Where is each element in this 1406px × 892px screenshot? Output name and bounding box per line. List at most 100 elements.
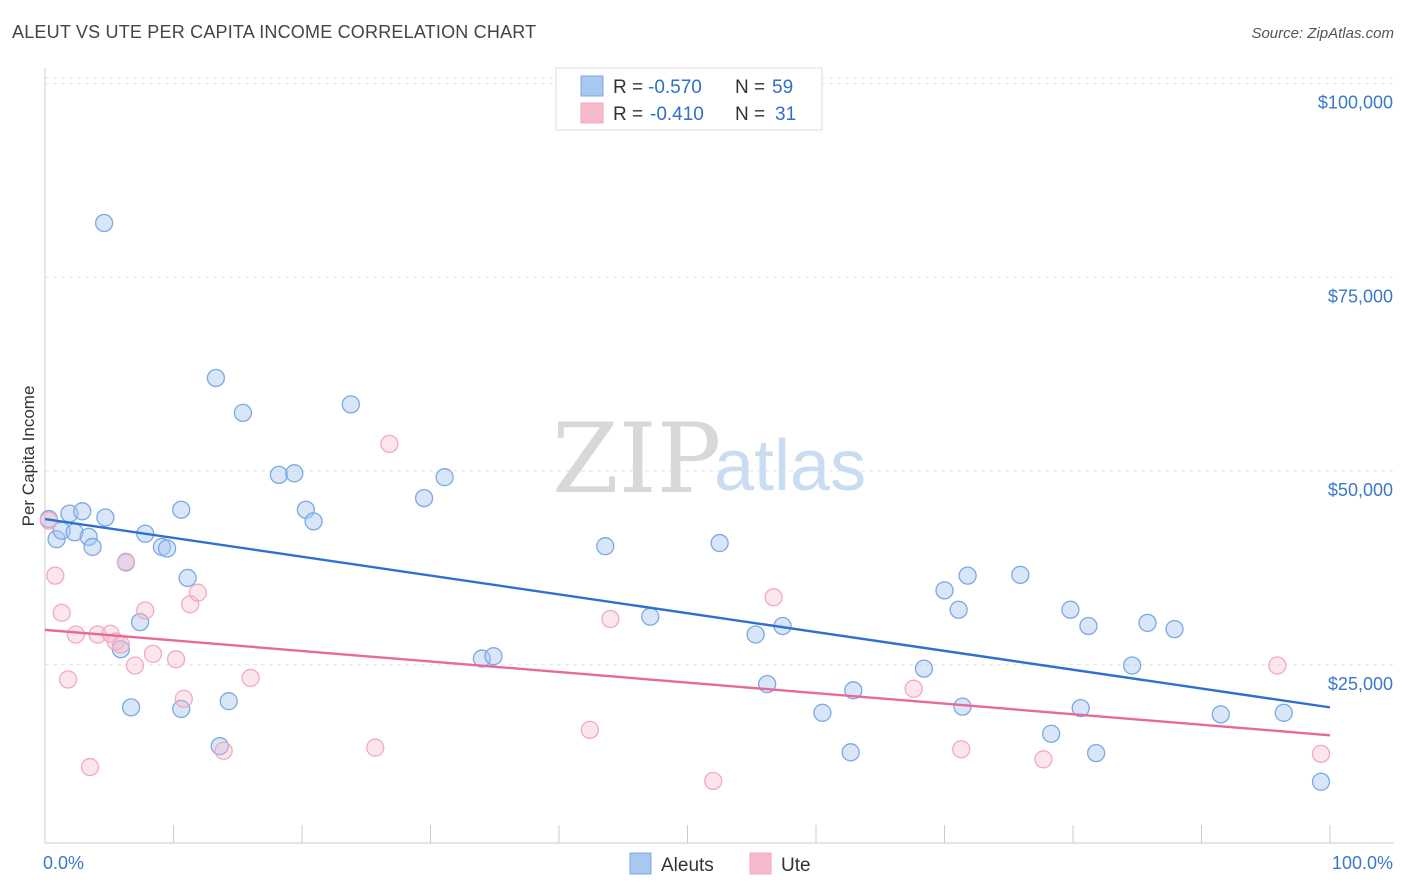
aleuts-point <box>94 213 114 233</box>
aleuts-point <box>1079 616 1098 636</box>
aleuts-point <box>341 395 360 414</box>
aleuts-point <box>472 649 492 668</box>
aleuts-point <box>285 464 304 483</box>
aleuts-point <box>435 468 454 487</box>
aleuts-point <box>813 703 832 722</box>
y-axis-title: Per Capita Income <box>19 386 38 527</box>
legend-top: R = -0.570 N = 59 R = -0.410 N = 31 <box>555 67 823 131</box>
aleuts-point <box>1211 705 1230 724</box>
data-points <box>39 213 1331 791</box>
chart-source: Source: ZipAtlas.com <box>1251 25 1394 42</box>
aleuts-point <box>172 500 191 519</box>
ute-point <box>166 650 186 669</box>
aleuts-point <box>1274 703 1293 722</box>
ute-point <box>1268 656 1287 675</box>
aleuts-point <box>1311 772 1331 791</box>
legend-bottom-label-aleuts: Aleuts <box>661 855 714 876</box>
aleuts-point <box>178 568 197 588</box>
ute-point <box>214 741 233 760</box>
aleuts-point <box>206 368 226 388</box>
aleuts-point <box>914 659 934 678</box>
legend-bottom: Aleuts Ute <box>629 852 811 876</box>
legend-bottom-label-ute: Ute <box>781 855 811 876</box>
ute-point <box>80 757 100 777</box>
y-tick-label: $50,000 <box>1328 480 1393 500</box>
aleuts-point <box>130 612 150 632</box>
aleuts-point <box>269 465 289 485</box>
watermark-atlas: atlas <box>714 426 866 506</box>
ute-point <box>188 583 208 602</box>
aleuts-point <box>47 530 66 549</box>
ute-point <box>143 644 163 664</box>
aleuts-point <box>1071 699 1090 718</box>
ute-point <box>904 679 923 698</box>
aleuts-point <box>710 533 729 553</box>
ute-point <box>704 771 723 791</box>
x-tick-labels: 0.0% 100.0% <box>43 853 1393 873</box>
ute-point <box>601 609 620 629</box>
ute-point <box>380 434 399 454</box>
aleuts-point <box>949 600 968 619</box>
aleuts-point <box>1122 656 1142 675</box>
chart-title: ALEUT VS UTE PER CAPITA INCOME CORRELATI… <box>12 22 537 42</box>
aleuts-point <box>746 625 765 644</box>
aleuts-point <box>841 743 860 762</box>
ute-point <box>66 625 85 644</box>
aleuts-point <box>596 537 615 556</box>
trend-lines <box>44 517 1331 737</box>
legend-bottom-swatch-ute <box>749 852 772 875</box>
ute-point <box>241 668 260 688</box>
ute-point <box>764 588 783 607</box>
ute-point <box>174 689 193 708</box>
legend-r-value: -0.410 <box>650 104 704 125</box>
legend-bottom-swatch-aleuts <box>629 852 652 875</box>
aleuts-point <box>641 607 660 626</box>
aleuts-point <box>304 512 323 531</box>
legend-swatch-aleuts <box>580 75 604 97</box>
aleuts-point <box>83 537 102 557</box>
ute-point <box>125 656 145 675</box>
x-tick-label: 0.0% <box>43 853 84 873</box>
aleuts-point <box>1011 565 1030 584</box>
grid-lines <box>45 77 1394 666</box>
aleuts-point <box>96 508 115 527</box>
ute-point <box>1311 744 1331 764</box>
ute-point <box>106 632 125 651</box>
aleuts-point <box>958 566 977 585</box>
ute-point <box>136 601 155 620</box>
legend-n-value: 59 <box>772 77 793 98</box>
aleuts-point <box>157 539 177 558</box>
aleuts-trend-line <box>44 517 1331 709</box>
aleuts-point <box>844 681 863 700</box>
aleuts-point <box>233 403 253 423</box>
aleuts-point <box>414 488 434 508</box>
legend-swatch-ute <box>580 102 604 124</box>
y-tick-label: $25,000 <box>1328 674 1393 694</box>
aleuts-point <box>935 581 954 600</box>
legend-r-label: R = <box>613 77 643 98</box>
legend-n-label: N = <box>735 77 765 98</box>
ute-point <box>116 552 136 571</box>
ute-trend-line <box>44 628 1331 737</box>
y-tick-label: $100,000 <box>1318 93 1393 113</box>
aleuts-point <box>484 647 503 666</box>
axes <box>44 68 1394 844</box>
ute-point <box>1034 750 1053 769</box>
aleuts-point <box>73 502 92 521</box>
aleuts-point <box>219 692 238 711</box>
legend-r-value: -0.570 <box>648 77 702 98</box>
ute-point <box>366 738 385 757</box>
watermark-zip: ZIP <box>552 403 721 515</box>
ute-point <box>52 603 71 622</box>
aleuts-point <box>79 527 98 547</box>
ute-point <box>58 670 78 689</box>
ute-point <box>111 635 130 654</box>
ute-point <box>580 720 599 739</box>
y-tick-labels: $25,000 $50,000 $75,000 $100,000 <box>1318 93 1393 694</box>
watermark: ZIP atlas <box>552 403 866 515</box>
legend-n-value: 31 <box>775 104 796 125</box>
ute-point <box>952 740 971 759</box>
y-tick-label: $75,000 <box>1328 286 1393 306</box>
x-tick-label: 100.0% <box>1332 853 1393 873</box>
